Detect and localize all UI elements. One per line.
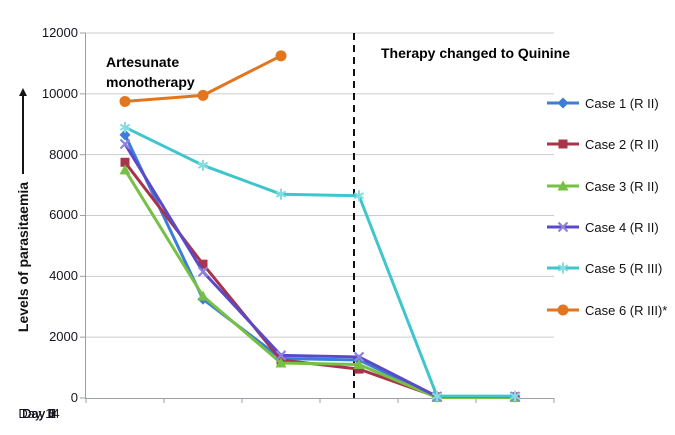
- triangle-marker-icon: [546, 179, 580, 193]
- star-marker: [557, 264, 569, 272]
- legend-item: Case 4 (R II): [546, 217, 659, 237]
- triangle-marker: [557, 180, 569, 191]
- star-marker: [431, 392, 443, 400]
- chart-legend: Case 1 (R II) Case 2 (R II) Case 3 (R II…: [546, 0, 675, 435]
- legend-label: Case 2 (R II): [585, 136, 659, 152]
- x-axis-tick-label: Day 1: [22, 406, 56, 421]
- x-axis-tick-label: Day 7: [22, 406, 56, 421]
- triangle-marker: [353, 359, 365, 370]
- circle-marker: [275, 50, 287, 62]
- triangle-marker: [275, 357, 287, 368]
- square-marker: [198, 259, 208, 269]
- series-line-2: [123, 160, 517, 399]
- x-marker: [197, 266, 209, 278]
- x-marker: [557, 221, 569, 233]
- star-marker: [119, 123, 131, 131]
- y-axis-tick-label: 0: [70, 390, 78, 405]
- y-axis-tick-label: 12000: [41, 25, 78, 40]
- star-marker: [275, 190, 287, 198]
- triangle-marker: [119, 164, 131, 175]
- diamond-marker-icon: [546, 96, 580, 110]
- series-plot: [80, 32, 555, 403]
- legend-label: Case 5 (R III): [585, 260, 663, 276]
- x-axis-tick-label: Day 0: [22, 406, 56, 421]
- circle-marker: [119, 95, 131, 107]
- legend-label: Case 1 (R II): [585, 95, 659, 111]
- annotation-quinine: Therapy changed to Quinine: [381, 45, 571, 61]
- legend-item: Case 6 (R III)*: [546, 300, 667, 320]
- annotation-artesunate: Artesunate monotherapy: [106, 54, 195, 90]
- legend-marker-swatch: [547, 304, 579, 316]
- square-marker-icon: [546, 137, 580, 151]
- legend-label: Case 6 (R III)*: [585, 302, 668, 318]
- x-marker: [119, 138, 131, 150]
- square-marker: [120, 157, 130, 167]
- triangle-marker: [197, 290, 209, 301]
- legend-item: Case 5 (R III): [546, 258, 662, 278]
- x-axis-tick-label: Day 14: [18, 406, 60, 421]
- square-marker: [354, 364, 364, 374]
- y-axis-tick-label: 6000: [49, 207, 78, 222]
- x-marker-icon: [546, 220, 580, 234]
- circle-marker: [557, 304, 569, 316]
- series-line-5: [123, 125, 517, 398]
- legend-marker-swatch: [547, 97, 579, 109]
- legend-marker-swatch: [547, 139, 579, 149]
- x-marker: [353, 351, 365, 363]
- legend-item: Case 1 (R II): [546, 93, 659, 113]
- circle-marker: [197, 89, 209, 101]
- legend-item: Case 2 (R II): [546, 134, 659, 154]
- circle-marker-icon: [546, 303, 580, 317]
- star-marker: [353, 192, 365, 200]
- square-marker: [558, 139, 568, 149]
- legend-marker-swatch: [547, 262, 579, 274]
- y-axis-title-text: Levels of parasitaemia: [15, 181, 31, 333]
- star-marker: [509, 392, 521, 400]
- y-axis-tick-label: 10000: [41, 86, 78, 101]
- y-axis-tick-label: 8000: [49, 147, 78, 162]
- star-marker: [197, 161, 209, 169]
- legend-label: Case 3 (R II): [585, 178, 659, 194]
- x-marker: [275, 350, 287, 361]
- x-axis-tick-label: Day 5: [22, 406, 56, 421]
- star-marker-icon: [546, 261, 580, 275]
- diamond-marker: [557, 97, 569, 109]
- series-line-3: [123, 168, 517, 400]
- legend-marker-swatch: [547, 221, 579, 233]
- y-axis-tick-label: 2000: [49, 329, 78, 344]
- diamond-marker: [119, 129, 131, 141]
- x-axis-tick-label: Day 3: [22, 406, 56, 421]
- legend-label: Case 4 (R II): [585, 219, 659, 235]
- y-axis-tick-label: 4000: [49, 268, 78, 283]
- legend-marker-swatch: [547, 180, 579, 191]
- legend-item: Case 3 (R II): [546, 176, 659, 196]
- plot-area: [80, 32, 555, 403]
